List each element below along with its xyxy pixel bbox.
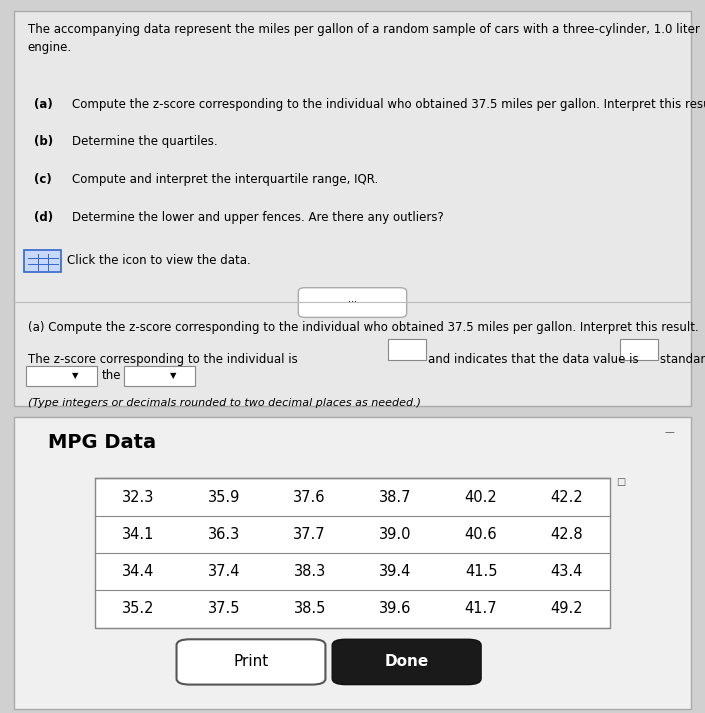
Text: The z-score corresponding to the individual is: The z-score corresponding to the individ… [27, 353, 298, 366]
Text: 39.6: 39.6 [379, 602, 412, 617]
Text: 36.3: 36.3 [208, 527, 240, 542]
Text: □: □ [616, 477, 626, 487]
Text: 37.4: 37.4 [208, 564, 240, 579]
Text: 38.3: 38.3 [293, 564, 326, 579]
Text: Done: Done [384, 655, 429, 670]
Text: 42.8: 42.8 [551, 527, 583, 542]
Text: (a): (a) [35, 98, 53, 111]
Text: ▼: ▼ [72, 371, 78, 379]
FancyBboxPatch shape [25, 366, 97, 386]
Text: 38.5: 38.5 [293, 602, 326, 617]
Text: (d): (d) [35, 210, 54, 224]
Text: (a) Compute the z-score corresponding to the individual who obtained 37.5 miles : (a) Compute the z-score corresponding to… [27, 322, 699, 334]
Text: ▼: ▼ [170, 371, 176, 379]
FancyBboxPatch shape [332, 640, 481, 684]
Text: Determine the quartiles.: Determine the quartiles. [72, 135, 217, 148]
Text: 38.7: 38.7 [379, 490, 412, 505]
Text: 39.4: 39.4 [379, 564, 412, 579]
Text: 39.0: 39.0 [379, 527, 412, 542]
Text: 35.2: 35.2 [122, 602, 154, 617]
Text: 49.2: 49.2 [551, 602, 583, 617]
Text: The accompanying data represent the miles per gallon of a random sample of cars : The accompanying data represent the mile… [27, 23, 699, 53]
Text: Determine the lower and upper fences. Are there any outliers?: Determine the lower and upper fences. Ar… [72, 210, 443, 224]
Text: 43.4: 43.4 [551, 564, 583, 579]
FancyBboxPatch shape [14, 11, 691, 406]
FancyBboxPatch shape [176, 640, 326, 684]
FancyBboxPatch shape [388, 339, 426, 360]
Text: the: the [102, 369, 121, 382]
Text: —: — [664, 427, 674, 437]
Text: 37.5: 37.5 [208, 602, 240, 617]
Text: 34.4: 34.4 [122, 564, 154, 579]
Text: Compute and interpret the interquartile range, IQR.: Compute and interpret the interquartile … [72, 173, 378, 186]
Text: 37.7: 37.7 [293, 527, 326, 542]
Text: standard deviation(s): standard deviation(s) [661, 353, 705, 366]
FancyBboxPatch shape [14, 417, 691, 709]
Text: and indicates that the data value is: and indicates that the data value is [429, 353, 639, 366]
Text: 37.6: 37.6 [293, 490, 326, 505]
Text: (c): (c) [35, 173, 52, 186]
FancyBboxPatch shape [95, 478, 610, 627]
Text: 42.2: 42.2 [551, 490, 583, 505]
Text: MPG Data: MPG Data [48, 434, 156, 452]
Text: (b): (b) [35, 135, 54, 148]
Text: 40.2: 40.2 [465, 490, 498, 505]
Text: 35.9: 35.9 [208, 490, 240, 505]
Text: Print: Print [233, 655, 269, 670]
Text: 41.5: 41.5 [465, 564, 497, 579]
Text: Compute the z-score corresponding to the individual who obtained 37.5 miles per : Compute the z-score corresponding to the… [72, 98, 705, 111]
Text: Click the icon to view the data.: Click the icon to view the data. [67, 254, 251, 267]
FancyBboxPatch shape [620, 339, 658, 360]
Text: 41.7: 41.7 [465, 602, 498, 617]
FancyBboxPatch shape [24, 250, 61, 272]
Text: 32.3: 32.3 [122, 490, 154, 505]
Text: (Type integers or decimals rounded to two decimal places as needed.): (Type integers or decimals rounded to tw… [27, 399, 421, 409]
Text: 34.1: 34.1 [122, 527, 154, 542]
FancyBboxPatch shape [124, 366, 195, 386]
Text: ···: ··· [348, 297, 357, 307]
Text: 40.6: 40.6 [465, 527, 498, 542]
FancyBboxPatch shape [298, 288, 407, 317]
